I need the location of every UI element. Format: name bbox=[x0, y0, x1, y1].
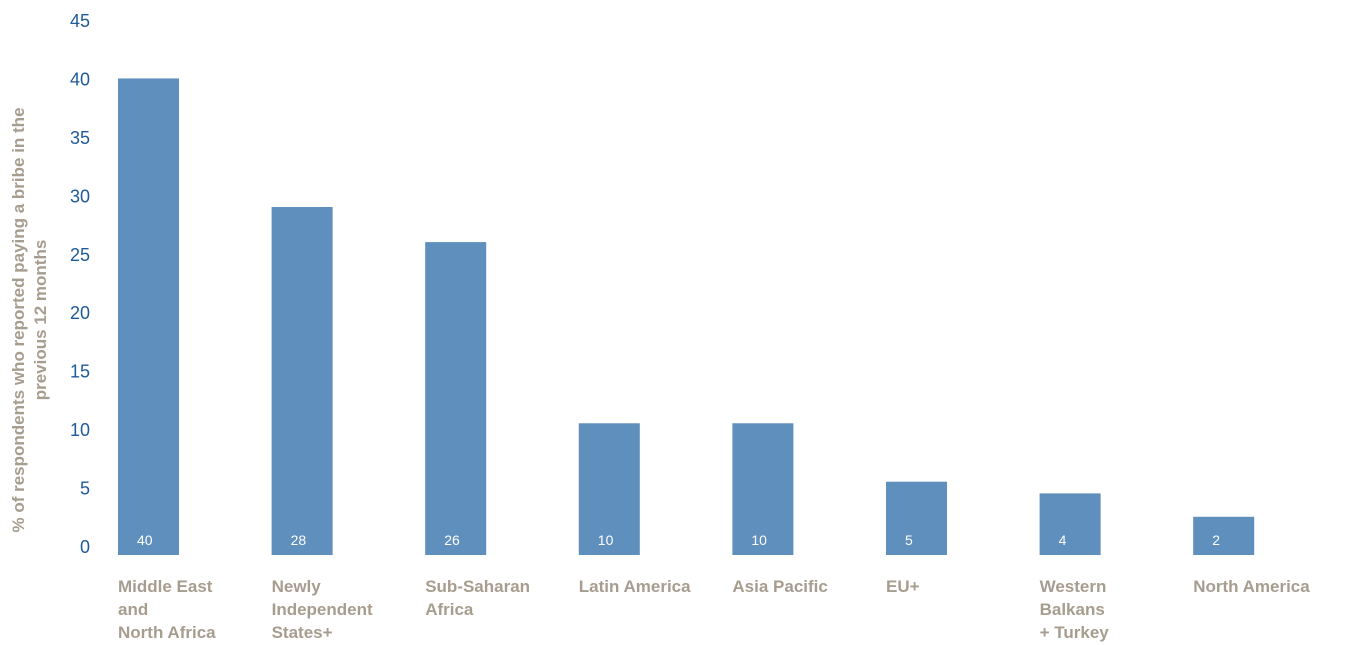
y-tick-label: 30 bbox=[70, 186, 90, 206]
data-label: 5 bbox=[905, 532, 913, 548]
y-axis-label-line-2: previous 12 months bbox=[31, 240, 50, 401]
y-axis-label-line-1: % of respondents who reported paying a b… bbox=[9, 107, 28, 532]
bar bbox=[118, 78, 179, 555]
x-axis-labels: Middle East and North Africa Newly Independe… bbox=[118, 577, 1310, 642]
y-tick-label: 5 bbox=[80, 479, 90, 499]
y-axis-label: % of respondents who reported paying a b… bbox=[9, 107, 50, 532]
bar bbox=[1193, 516, 1255, 555]
bar bbox=[578, 423, 640, 555]
x-tick-label: Newly Independent States+ bbox=[272, 577, 373, 642]
x-tick-label: Middle East and North Africa bbox=[118, 577, 216, 642]
y-tick-label: 0 bbox=[80, 537, 90, 557]
y-tick-label: 45 bbox=[70, 11, 90, 31]
x-tick-label: Latin America bbox=[579, 577, 691, 596]
data-label: 26 bbox=[444, 532, 460, 548]
y-axis-ticks: 0 5 10 15 20 25 30 35 40 45 bbox=[70, 11, 90, 557]
data-labels: 40 28 26 10 10 5 4 2 bbox=[137, 532, 1220, 548]
bar bbox=[271, 207, 333, 555]
y-tick-label: 10 bbox=[70, 420, 90, 440]
data-label: 10 bbox=[751, 532, 767, 548]
y-tick-label: 40 bbox=[70, 69, 90, 89]
y-tick-label: 25 bbox=[70, 245, 90, 265]
x-tick-label: EU+ bbox=[886, 577, 920, 596]
bar bbox=[732, 423, 794, 555]
x-tick-label: Asia Pacific bbox=[732, 577, 827, 596]
x-tick-label: Sub-Saharan Africa bbox=[425, 577, 530, 619]
data-label: 10 bbox=[598, 532, 614, 548]
x-tick-label: Western Balkans + Turkey bbox=[1040, 577, 1110, 642]
data-label: 28 bbox=[291, 532, 307, 548]
data-label: 40 bbox=[137, 532, 153, 548]
data-label: 2 bbox=[1212, 532, 1220, 548]
bar bbox=[1039, 493, 1101, 555]
y-tick-label: 35 bbox=[70, 128, 90, 148]
bar bbox=[886, 481, 947, 555]
bars bbox=[118, 78, 1255, 556]
y-tick-label: 15 bbox=[70, 362, 90, 382]
x-tick-label: North America bbox=[1193, 577, 1310, 596]
bar bbox=[425, 242, 487, 556]
data-label: 4 bbox=[1059, 532, 1067, 548]
y-tick-label: 20 bbox=[70, 303, 90, 323]
